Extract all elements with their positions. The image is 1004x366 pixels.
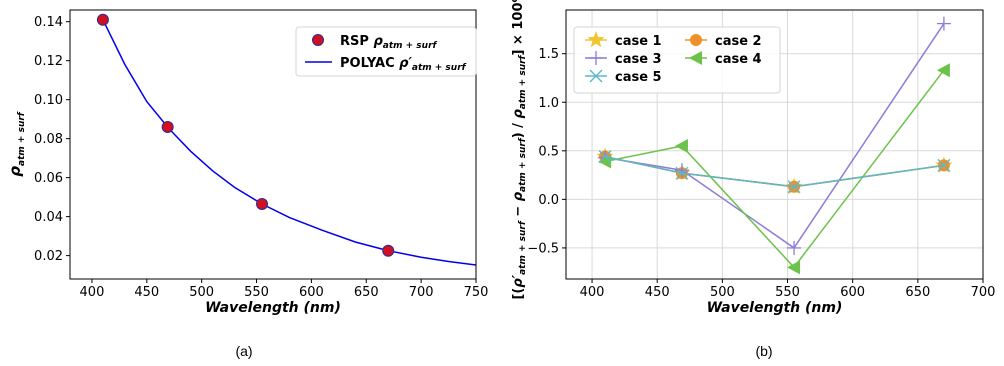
chart-a-caption: (a) — [235, 343, 252, 359]
series-point-b — [937, 158, 951, 172]
x-tick-label: 400 — [580, 285, 605, 300]
y-tick-label: 0.0 — [538, 193, 559, 208]
series-1 — [596, 147, 953, 194]
y-tick-label: 0.06 — [34, 171, 63, 186]
series-point — [787, 260, 801, 275]
rsp-point — [161, 120, 174, 133]
chart-b: 400 450 500 550 600 650 700 −0.5 0.0 0.5 1.0 1.5 Wa… — [511, 0, 995, 359]
x-tick-label: 650 — [905, 285, 930, 300]
chart-b-legend-box — [573, 26, 781, 94]
legend-label: case 1 — [615, 34, 662, 49]
series-line — [604, 155, 945, 188]
y-tick-label: −0.5 — [527, 241, 559, 256]
series-point-b — [675, 166, 689, 180]
series-5 — [598, 150, 951, 194]
chart-a-xlabel: Wavelength (nm) — [205, 300, 341, 316]
series-4 — [598, 63, 950, 275]
series-point — [787, 240, 802, 255]
series-point — [675, 166, 689, 180]
chart-b-caption: (b) — [755, 343, 772, 359]
legend-label: case 4 — [715, 52, 762, 67]
x-tick-label: 700 — [409, 285, 434, 300]
legend-rsp-marker — [312, 34, 324, 46]
chart-b-ticks: 400 450 500 550 600 650 700 −0.5 0.0 0.5 1.0 1.5 — [527, 47, 995, 300]
legend-rsp-label: RSP ρatm + surf — [340, 34, 438, 51]
series-line — [604, 69, 945, 269]
y-tick-label: 0.14 — [34, 15, 63, 30]
legend-label: case 2 — [715, 34, 762, 49]
x-tick-label: 550 — [244, 285, 269, 300]
series-3 — [598, 16, 951, 255]
series-point-b — [598, 150, 612, 164]
y-tick-label: 0.5 — [538, 144, 559, 159]
legend-marker — [690, 34, 702, 46]
y-tick-label: 0.08 — [34, 132, 63, 147]
y-tick-label: 1.0 — [538, 96, 559, 111]
x-tick-label: 450 — [645, 285, 670, 300]
legend-item-1: case 1 — [585, 31, 662, 49]
rsp-point — [382, 244, 395, 257]
legend-label: case 5 — [615, 70, 662, 85]
series-point — [598, 154, 612, 169]
series-point — [787, 180, 801, 194]
chart-b-ylabel: [(ρ′atm + surf − ρatm + surf) / ρatm + s… — [511, 0, 528, 300]
chart-b-marks — [596, 16, 953, 275]
x-tick-label: 600 — [840, 285, 865, 300]
x-tick-label: 450 — [134, 285, 159, 300]
series-line — [604, 23, 945, 249]
series-point-b — [787, 180, 801, 194]
legend-marker — [589, 51, 603, 65]
series-line — [604, 155, 945, 188]
series-point — [674, 163, 689, 178]
legend-marker — [587, 31, 605, 48]
legend-marker — [589, 69, 603, 83]
x-tick-label: 400 — [80, 285, 105, 300]
chart-a-legend: RSP ρatm + surf POLYAC ρ′atm + surf — [295, 26, 477, 77]
legend-label: case 3 — [615, 52, 662, 67]
legend-item-2: case 2 — [685, 34, 762, 49]
y-tick-label: 0.12 — [34, 54, 63, 69]
x-tick-label: 500 — [189, 285, 214, 300]
legend-item-3: case 3 — [585, 51, 662, 67]
y-tick-label: 0.04 — [34, 210, 63, 225]
chart-b-frame — [565, 9, 984, 280]
series-point — [936, 63, 950, 78]
chart-a: 400 450 500 550 600 650 700 750 0.02 0.04 0.06 0.08… — [6, 9, 488, 359]
series-point — [936, 16, 951, 31]
legend-item-5: case 5 — [585, 69, 662, 85]
series-point — [674, 138, 688, 153]
rsp-point — [256, 197, 269, 210]
x-tick-label: 700 — [971, 285, 996, 300]
rsp-point — [96, 13, 109, 26]
x-tick-label: 750 — [464, 285, 489, 300]
chart-b-legend-items: case 1 case 2 case 3 case 4 case 5 — [585, 31, 762, 85]
legend-polyac-label: POLYAC ρ′atm + surf — [340, 56, 467, 73]
chart-a-frame — [69, 9, 477, 280]
chart-a-marks — [96, 13, 477, 266]
x-tick-label: 600 — [299, 285, 324, 300]
x-tick-label: 500 — [710, 285, 735, 300]
series-point — [598, 150, 612, 164]
chart-b-xlabel: Wavelength (nm) — [707, 300, 843, 316]
series-point — [937, 158, 951, 172]
x-tick-label: 550 — [775, 285, 800, 300]
chart-a-ticks: 400 450 500 550 600 650 700 750 0.02 0.04 0.06 0.08… — [34, 15, 488, 300]
chart-b-legend: case 1 case 2 case 3 case 4 case 5 — [573, 26, 781, 94]
legend-marker-b — [589, 69, 603, 83]
y-tick-label: 1.5 — [538, 47, 559, 62]
y-tick-label: 0.02 — [34, 249, 63, 264]
chart-a-legend-box — [295, 26, 477, 77]
x-tick-label: 650 — [354, 285, 379, 300]
y-tick-label: 0.10 — [34, 93, 63, 108]
series-line — [604, 155, 945, 188]
legend-marker — [689, 51, 702, 65]
chart-a-ylabel: ρatm + surf — [6, 111, 27, 177]
legend-item-4: case 4 — [685, 51, 762, 67]
